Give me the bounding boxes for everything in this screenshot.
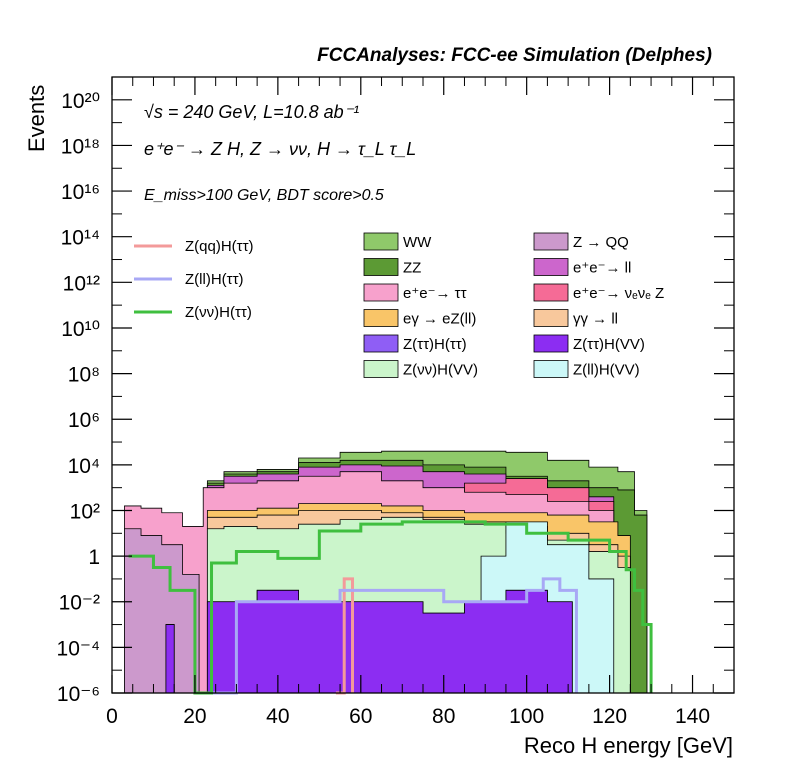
legend-fill-swatch bbox=[533, 309, 569, 327]
y-tick-label: 10¹⁶ bbox=[61, 181, 100, 204]
x-tick-label: 40 bbox=[266, 705, 289, 728]
x-axis-label: Reco H energy [GeV] bbox=[524, 733, 733, 758]
legend: Z(qq)H(ττ) Z(ll)H(ττ) Z(νν)H(ττ) WW ZZ e⁺e⁻→ … bbox=[134, 232, 664, 379]
annotation-selection: E_miss>100 GeV, BDT score>0.5 bbox=[144, 187, 384, 204]
legend-line-label: Z(νν)H(ττ) bbox=[185, 304, 252, 321]
x-tick-label: 120 bbox=[592, 705, 627, 728]
legend-fill-swatch bbox=[363, 360, 399, 378]
y-tick-label: 10¹⁰ bbox=[61, 318, 100, 341]
legend-fill-swatch bbox=[363, 309, 399, 327]
stack-layer-11-0 bbox=[165, 624, 175, 694]
y-tick-label: 10¹² bbox=[63, 272, 100, 295]
y-tick-label: 10⁻² bbox=[59, 592, 100, 615]
legend-fill-label: e⁺e⁻→ ll bbox=[573, 260, 631, 277]
legend-fill-label: WW bbox=[403, 234, 432, 251]
y-tick-label: 10⁸ bbox=[68, 364, 100, 387]
legend-fill-label: Z(ll)H(VV) bbox=[573, 362, 640, 379]
legend-fill-swatch bbox=[363, 334, 399, 353]
chart-title: FCCAnalyses: FCC-ee Simulation (Delphes) bbox=[317, 45, 712, 66]
legend-fill-label: γγ → ll bbox=[573, 311, 618, 328]
legend-fill-swatch bbox=[363, 283, 399, 302]
legend-line-label: Z(qq)H(ττ) bbox=[185, 238, 254, 255]
legend-fill-label: eγ → eZ(ll) bbox=[403, 311, 476, 328]
x-axis: 0 20 40 60 80 100 120 140 bbox=[106, 77, 735, 728]
y-tick-label: 10²⁰ bbox=[61, 90, 100, 113]
legend-fill-swatch bbox=[533, 283, 569, 302]
stack-layer-11-1 bbox=[206, 589, 573, 694]
y-tick-label: 10⁻⁶ bbox=[57, 683, 100, 706]
legend-fill-swatch bbox=[533, 258, 569, 276]
x-tick-label: 0 bbox=[106, 705, 118, 728]
y-tick-label: 10⁴ bbox=[68, 455, 100, 478]
y-axis-label: Events bbox=[24, 85, 49, 152]
stack-layers bbox=[124, 450, 648, 694]
legend-fill-swatch bbox=[363, 258, 399, 276]
legend-fill-swatch bbox=[533, 360, 569, 378]
y-axis: 10⁻⁶ 10⁻⁴ 10⁻² 1 10² 10⁴ 10⁶ 10⁸ 10¹⁰ 10¹² 10¹⁴ 10¹… bbox=[57, 90, 734, 706]
legend-line-label: Z(ll)H(ττ) bbox=[185, 271, 244, 288]
y-tick-label: 10¹⁸ bbox=[61, 135, 100, 158]
legend-fill-label: Z(ττ)H(VV) bbox=[573, 336, 645, 353]
legend-fill-label: Z(νν)H(VV) bbox=[403, 362, 478, 379]
annotation-process: e⁺e⁻ → Z H, Z → νν, H → τ_L τ_L bbox=[144, 139, 416, 159]
annotation-energy-lumi: √s = 240 GeV, L=10.8 ab⁻¹ bbox=[144, 102, 359, 122]
stack-layer-9-0 bbox=[124, 528, 200, 694]
x-tick-label: 60 bbox=[349, 705, 372, 728]
y-tick-label: 1 bbox=[88, 546, 100, 569]
x-tick-label: 80 bbox=[432, 705, 455, 728]
signal-line-1 bbox=[211, 577, 578, 695]
x-tick-label: 100 bbox=[509, 705, 544, 728]
y-tick-label: 10⁶ bbox=[68, 409, 100, 432]
legend-fill-swatch bbox=[533, 232, 569, 251]
legend-fill-label: e⁺e⁻→ νₑνₑ Z bbox=[573, 285, 664, 302]
legend-fill-swatch bbox=[363, 232, 399, 251]
x-tick-label: 20 bbox=[183, 705, 206, 728]
legend-fill-label: ZZ bbox=[403, 260, 421, 277]
legend-fill-label: Z → QQ bbox=[573, 234, 629, 251]
y-tick-label: 10² bbox=[70, 500, 100, 523]
y-tick-label: 10¹⁴ bbox=[61, 227, 100, 250]
legend-fill-label: Z(ττ)H(ττ) bbox=[403, 336, 467, 353]
legend-fill-label: e⁺e⁻→ ττ bbox=[403, 285, 467, 302]
legend-fill-swatch bbox=[533, 334, 569, 353]
y-tick-label: 10⁻⁴ bbox=[57, 637, 100, 660]
x-tick-label: 140 bbox=[675, 705, 710, 728]
